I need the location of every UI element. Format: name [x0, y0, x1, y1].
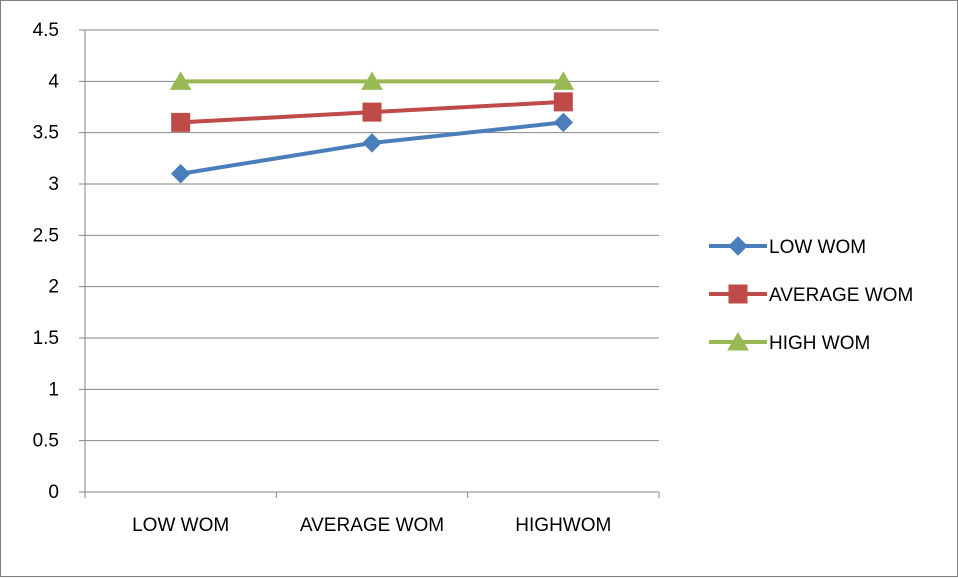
x-tick-label: LOW WOM: [132, 515, 229, 536]
series-average-wom: [171, 92, 573, 132]
y-tick-label: 2: [48, 277, 59, 298]
data-point-diamond: [553, 112, 574, 133]
y-tick-label: 0: [48, 482, 59, 503]
y-tick-label: 0.5: [33, 431, 59, 452]
legend-item: HIGH WOM: [709, 332, 870, 354]
legend-marker-square: [728, 284, 748, 304]
data-point-diamond: [170, 164, 191, 184]
legend-item: LOW WOM: [709, 236, 866, 258]
y-tick-label: 3: [48, 174, 59, 195]
x-tick-label: HIGHWOM: [515, 515, 611, 536]
legend-item: AVERAGE WOM: [709, 284, 913, 306]
series-high-wom: [169, 71, 575, 90]
y-tick-label: 1: [48, 379, 59, 400]
data-point-triangle: [552, 71, 575, 90]
series-low-wom: [170, 112, 574, 184]
data-point-triangle: [169, 71, 192, 90]
y-tick-label: 4.5: [33, 20, 59, 41]
legend: LOW WOM AVERAGE WOM HIGH WOM: [709, 236, 913, 354]
legend-label: LOW WOM: [769, 237, 866, 258]
x-tick-labels: LOW WOM AVERAGE WOM HIGHWOM: [132, 515, 611, 536]
y-tick-label: 1.5: [33, 328, 59, 349]
y-tick-label: 2.5: [33, 225, 59, 246]
legend-marker-diamond: [728, 236, 748, 256]
data-point-square: [362, 102, 382, 122]
data-point-diamond: [362, 133, 382, 153]
legend-label: AVERAGE WOM: [769, 285, 913, 306]
y-tick-label: 4: [48, 71, 59, 92]
legend-label: HIGH WOM: [769, 333, 870, 354]
axes: [79, 29, 660, 498]
data-point-triangle: [361, 71, 383, 90]
legend-marker-triangle: [727, 332, 749, 351]
data-point-square: [171, 112, 191, 132]
gridlines: [85, 29, 659, 442]
y-tick-label: 3.5: [33, 123, 59, 144]
data-point-square: [553, 92, 573, 112]
x-tick-label: AVERAGE WOM: [300, 515, 444, 536]
y-tick-labels: 0 0.5 1 1.5 2 2.5 3 3.5 4 4.5: [33, 20, 60, 503]
series-lines: [169, 71, 575, 184]
